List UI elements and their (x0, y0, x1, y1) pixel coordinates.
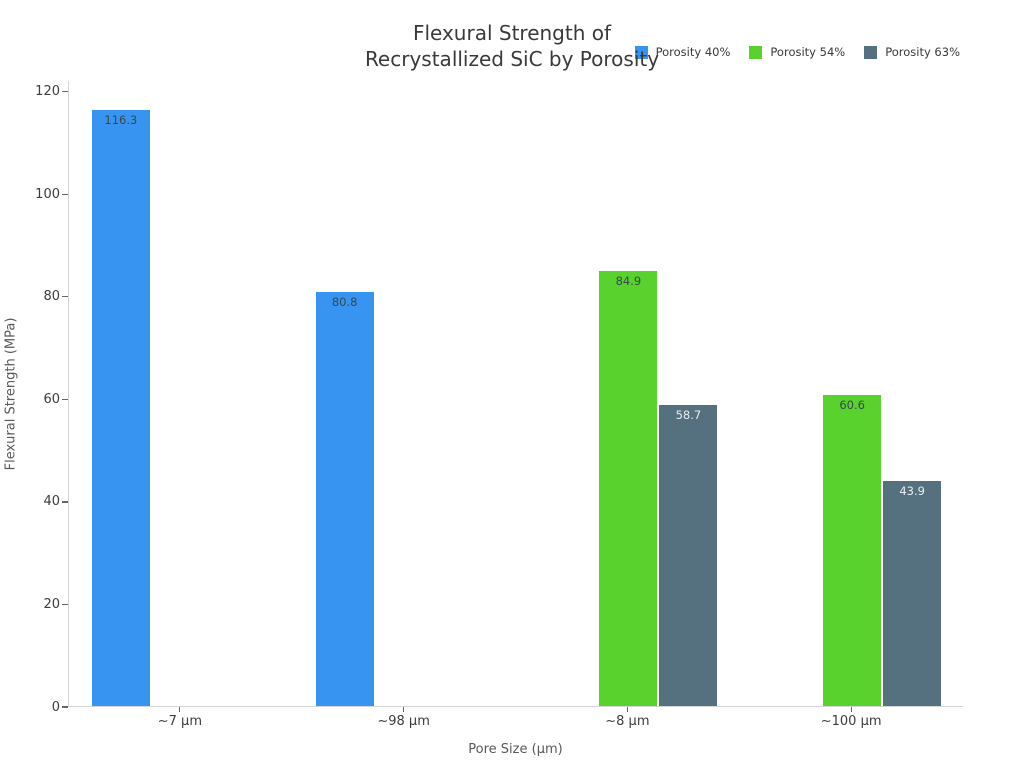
y-tick-label: 20 (43, 596, 60, 612)
y-tick-label: 0 (51, 699, 60, 715)
y-tick-mark (62, 603, 68, 606)
bar: 116.3 (91, 109, 150, 706)
x-tick-mark (626, 707, 628, 712)
bar-value-label: 80.8 (331, 294, 358, 309)
x-tick-label: ~7 μm (157, 714, 202, 729)
y-tick-label: 40 (43, 494, 60, 510)
legend-label: Porosity 40% (655, 45, 731, 59)
legend-label: Porosity 63% (885, 45, 960, 59)
legend-item-porosity-54: Porosity 54% (749, 45, 845, 59)
y-tick-label: 60 (43, 391, 60, 407)
bar: 84.9 (599, 270, 658, 706)
legend-swatch-icon (864, 45, 878, 59)
legend-swatch-icon (749, 45, 763, 59)
bar-value-label: 58.7 (675, 408, 702, 423)
legend-item-porosity-63: Porosity 63% (864, 45, 960, 59)
y-tick-mark (62, 296, 68, 298)
y-tick-label: 100 (35, 186, 60, 202)
bar: 43.9 (883, 480, 942, 706)
bar-value-label: 116.3 (104, 112, 138, 127)
bar: 80.8 (315, 291, 374, 706)
y-tick-mark (62, 501, 68, 503)
bar: 60.6 (823, 395, 882, 706)
x-tick-label: ~98 μm (377, 714, 430, 729)
y-tick-mark (62, 706, 68, 708)
x-axis-label: Pore Size (μm) (468, 742, 563, 757)
x-tick-mark (403, 707, 405, 712)
legend-label: Porosity 54% (770, 45, 846, 59)
chart-title: Flexural Strength of Recrystallized SiC … (364, 21, 660, 71)
x-tick-mark (850, 707, 852, 712)
legend-item-porosity-40: Porosity 40% (634, 45, 731, 59)
x-tick-mark (179, 707, 181, 712)
y-tick-mark (62, 193, 68, 195)
y-tick-mark (62, 91, 68, 93)
bar-value-label: 43.9 (899, 483, 925, 498)
legend: Porosity 40% Porosity 54% Porosity 63% (634, 45, 960, 59)
bar-value-label: 84.9 (615, 273, 642, 288)
x-tick-label: ~8 μm (605, 714, 650, 729)
x-tick-label: ~100 μm (820, 714, 882, 729)
y-tick-label: 80 (43, 289, 60, 305)
y-tick-mark (62, 398, 68, 400)
y-tick-label: 120 (35, 84, 60, 100)
plot-area: 116.3 80.8 84.9 60.6 58.7 43.9 (68, 81, 963, 707)
bar: 58.7 (659, 405, 718, 706)
legend-swatch-icon (634, 45, 648, 59)
bar-value-label: 60.6 (839, 398, 865, 413)
